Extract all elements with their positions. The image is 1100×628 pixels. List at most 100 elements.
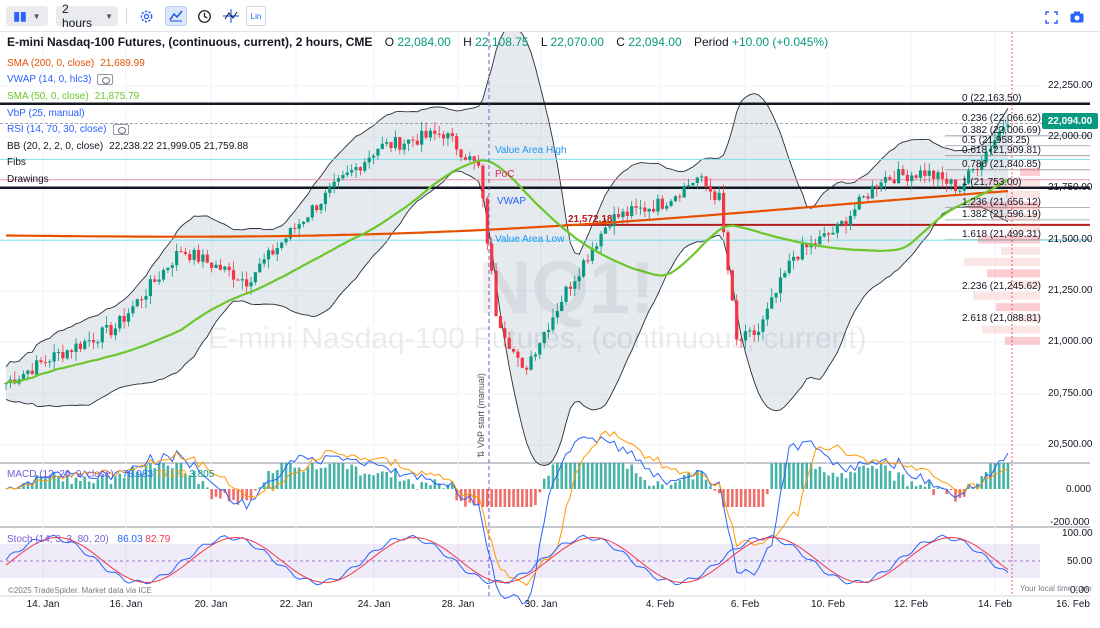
local-time-label[interactable]: Your local time zone <box>1020 584 1092 593</box>
bollinger-upper <box>5 32 1009 368</box>
candle-body <box>30 370 34 375</box>
candle-body <box>748 330 752 332</box>
macd-histogram-bar <box>249 489 253 500</box>
macd-histogram-bar <box>582 463 585 489</box>
candle-body <box>538 343 542 355</box>
candle-body <box>433 130 437 134</box>
period-value: +10.00 (+0.045%) <box>732 35 829 49</box>
settings-button[interactable] <box>135 6 157 26</box>
interval-select[interactable]: 2 hours ▼ <box>56 2 118 30</box>
indicator-row[interactable]: BB (20, 2, 2, 0, close) 22,238.22 21,999.… <box>7 141 248 152</box>
macd-histogram-bar <box>656 481 660 489</box>
candle-body <box>665 205 669 209</box>
candle-body <box>862 196 866 198</box>
candle-body <box>516 351 520 358</box>
macd-histogram-bar <box>792 463 795 489</box>
macd-histogram-bar <box>192 470 196 489</box>
macd-histogram-bar <box>389 477 393 489</box>
candle-body <box>297 224 301 229</box>
indicator-row[interactable]: SMA (50, 0, close) 21,875.79 <box>7 91 139 102</box>
volume-profile-bar <box>978 235 1040 244</box>
period-label: Period <box>693 35 729 49</box>
snapshot-button[interactable] <box>1069 9 1085 25</box>
indicator-row[interactable]: VWAP (14, 0, hlc3) <box>7 74 114 85</box>
candle-body <box>835 223 839 233</box>
fib-level-label: 0.618 (21,909.81) <box>962 144 1041 156</box>
macd-histogram-bar <box>236 489 240 505</box>
candle-body <box>166 267 170 270</box>
indicator-row[interactable]: Drawings <box>7 174 49 185</box>
macd-histogram-bar <box>140 473 143 489</box>
time-tick: 6. Feb <box>730 599 760 610</box>
time-tick: 24. Jan <box>357 599 391 610</box>
candle-body <box>796 256 800 260</box>
candle-body <box>389 142 393 148</box>
macd-histogram-bar <box>122 477 126 489</box>
macd-histogram-bar <box>100 475 104 489</box>
candle-body <box>730 270 734 301</box>
candle-body <box>897 169 901 184</box>
candle-body <box>280 242 284 248</box>
fullscreen-button[interactable] <box>1043 9 1059 25</box>
crosshair-icon <box>223 9 239 23</box>
macd-histogram-bar <box>297 467 301 489</box>
indicator-name: RSI (14, 70, 30, close) <box>7 124 107 136</box>
chart-type-button[interactable]: ▮▮ ▼ <box>6 6 48 26</box>
candle-body <box>918 170 923 178</box>
macd-histogram-bar <box>512 489 515 507</box>
macd-histogram-bar <box>862 465 865 489</box>
indicator-value: 21,689.99 <box>100 58 145 69</box>
stoch-k-line <box>5 534 1009 586</box>
candle-body <box>424 130 428 138</box>
indicator-button[interactable] <box>165 6 187 26</box>
toolbar-divider <box>126 8 127 24</box>
candle-body <box>507 337 511 349</box>
indicator-name: SMA (50, 0, close) <box>7 91 89 102</box>
macd-histogram-bar <box>914 486 918 489</box>
log-scale-button[interactable]: Lin <box>246 6 266 26</box>
data-attribution: ©2025 TradeSpider. Market data via ICE <box>8 586 152 595</box>
indicator-row[interactable]: Fibs <box>7 157 26 168</box>
macd-histogram-bar <box>157 463 161 489</box>
candle-body <box>288 227 293 239</box>
crosshair-button[interactable] <box>220 6 242 26</box>
candle-body <box>962 183 966 191</box>
macd-histogram-bar <box>696 470 699 489</box>
candle-body <box>249 282 253 287</box>
candle-body <box>83 341 87 349</box>
candle-body <box>271 250 275 255</box>
candle-body <box>275 247 279 255</box>
candle-body <box>192 249 196 260</box>
replay-button[interactable] <box>193 6 215 26</box>
macd-histogram-bar <box>280 463 283 489</box>
macd-histogram-bar <box>380 471 384 489</box>
candle-body <box>936 172 940 179</box>
candle-body <box>96 342 100 344</box>
indicator-row[interactable]: RSI (14, 70, 30, close) <box>7 124 129 135</box>
price-chart[interactable] <box>0 32 1100 628</box>
eye-icon[interactable] <box>112 124 129 135</box>
indicator-row[interactable]: VbP (25, manual) <box>7 108 85 119</box>
stoch-tick-0: 0.00 <box>1070 585 1090 596</box>
candle-body <box>638 207 643 209</box>
macd-histogram-bar <box>997 463 1001 489</box>
candle-body <box>245 279 249 287</box>
candle-body <box>533 354 538 357</box>
macd-histogram-bar <box>424 482 428 489</box>
eye-icon[interactable] <box>97 74 114 85</box>
bollinger-band-fill <box>6 32 1008 466</box>
macd-histogram-bar <box>547 475 550 489</box>
candle-body <box>787 260 791 273</box>
indicator-row[interactable]: SMA (200, 0, close) 21,689.99 <box>7 58 145 69</box>
open-label: O <box>384 35 395 49</box>
macd-histogram-bar <box>556 463 559 489</box>
chevron-down-icon: ▼ <box>105 11 113 21</box>
candle-body <box>183 251 187 255</box>
candle-body <box>875 185 879 189</box>
chevron-down-icon: ▼ <box>32 11 41 21</box>
macd-histogram-bar <box>906 486 909 489</box>
top-toolbar: ▮▮ ▼ 2 hours ▼ Lin <box>0 0 1100 32</box>
candle-body <box>660 198 664 209</box>
macd-histogram-bar <box>503 489 507 507</box>
price-tick: 22,250.00 <box>1048 80 1093 91</box>
